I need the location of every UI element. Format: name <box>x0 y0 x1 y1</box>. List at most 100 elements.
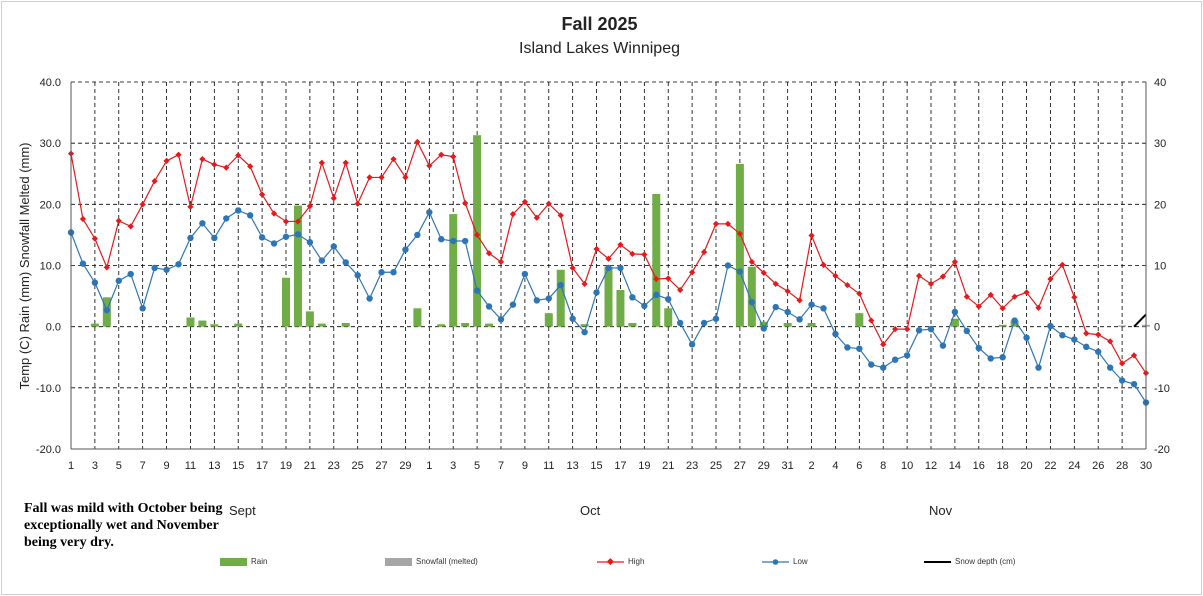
rain-bar <box>759 321 768 327</box>
low-point <box>306 239 314 246</box>
low-point <box>581 328 588 336</box>
x-tick-label: 13 <box>567 460 579 472</box>
high-point <box>330 195 337 202</box>
month-label-sept: Sept <box>229 503 256 518</box>
low-point <box>509 301 517 308</box>
low-point <box>258 234 266 241</box>
high-point <box>175 151 182 158</box>
low-point <box>270 240 278 247</box>
high-point <box>91 235 99 242</box>
y2-tick-label: 20 <box>1154 199 1166 211</box>
axes: 40.0 40 30.0 30 20.0 20 10.0 10 0.0 0 -10.0 -10 -20.… <box>36 77 1170 472</box>
low-point <box>497 316 505 323</box>
low-point <box>688 341 696 348</box>
low-point <box>748 299 756 306</box>
low-point <box>653 291 660 299</box>
low-point <box>844 344 851 351</box>
x-tick-label: 1 <box>68 460 74 472</box>
low-point <box>521 270 529 278</box>
high-point <box>1130 352 1138 359</box>
rain-bar <box>664 308 673 327</box>
low-point <box>891 356 899 363</box>
low-point <box>450 237 457 245</box>
high-point <box>163 157 170 165</box>
x-tick-label: 9 <box>163 460 169 472</box>
low-point <box>808 301 815 308</box>
rain-bar <box>628 322 637 327</box>
snow-depth-line <box>1133 313 1147 328</box>
rain-bar <box>485 323 494 327</box>
low-point <box>915 327 923 334</box>
rain-bar <box>293 205 302 327</box>
x-tick-label: 21 <box>662 460 674 472</box>
low-point <box>880 364 887 371</box>
y-tick-label: 20.0 <box>40 199 61 211</box>
low-point <box>330 243 337 250</box>
high-point <box>1083 330 1090 337</box>
y-tick-label: -20.0 <box>36 444 61 456</box>
rain-bar <box>580 324 589 327</box>
low-point <box>223 215 230 222</box>
high-point <box>282 218 290 225</box>
high-point <box>868 317 875 324</box>
rain-bar <box>186 317 195 327</box>
high-point <box>1059 261 1066 268</box>
high-point <box>856 290 863 297</box>
x-tick-label: 6 <box>856 460 862 472</box>
rain-bar <box>783 322 792 327</box>
x-tick-label: 15 <box>590 460 602 472</box>
x-tick-label: 17 <box>614 460 626 472</box>
high-point <box>151 177 158 185</box>
high-point <box>509 211 517 218</box>
rain-bar <box>604 266 613 327</box>
low-point <box>1130 380 1138 388</box>
high-point <box>712 220 720 228</box>
high-point <box>975 303 982 310</box>
high-point <box>1047 275 1054 283</box>
low-point <box>151 264 158 272</box>
low-point <box>927 325 935 333</box>
rain-bar <box>198 320 207 327</box>
x-tick-label: 15 <box>232 460 244 472</box>
x-tick-label: 25 <box>710 460 722 472</box>
y-axis-label: Temp (C) Rain (mm) Snowfall Melted (mm) <box>17 142 32 389</box>
low-point <box>868 361 875 368</box>
low-point <box>378 269 385 276</box>
low-point <box>366 295 373 302</box>
x-tick-label: 22 <box>1044 460 1056 472</box>
legend-low-label: Low <box>793 557 808 566</box>
low-point <box>246 212 254 219</box>
rain-bar <box>556 269 565 327</box>
low-point <box>605 264 612 272</box>
y-tick-label: -10.0 <box>36 383 61 395</box>
rain-bar <box>807 322 816 327</box>
rain-bar <box>747 266 756 327</box>
legend-high-swatch <box>597 558 624 566</box>
y2-tick-label: 0 <box>1154 322 1160 334</box>
low-point <box>318 257 326 264</box>
x-tick-label: 14 <box>949 460 961 472</box>
low-point <box>1011 317 1018 324</box>
low-point <box>593 289 600 296</box>
x-tick-label: 30 <box>1140 460 1152 472</box>
low-point <box>856 345 863 352</box>
low-point <box>127 270 134 278</box>
low-point <box>712 315 720 322</box>
low-point <box>951 308 959 316</box>
high-point <box>462 199 469 207</box>
y-tick-label: 40.0 <box>40 77 61 89</box>
low-point <box>1118 377 1126 384</box>
low-point <box>139 305 146 312</box>
x-tick-label: 27 <box>734 460 746 472</box>
low-point <box>796 316 803 323</box>
high-point <box>987 291 994 298</box>
low-point <box>987 355 994 362</box>
low-point <box>235 207 242 214</box>
low-point <box>294 231 302 238</box>
low-point <box>939 342 947 349</box>
high-point <box>258 191 266 198</box>
low-point <box>461 237 469 245</box>
rain-bar <box>210 324 219 327</box>
high-point <box>927 280 935 287</box>
low-point <box>641 302 648 310</box>
